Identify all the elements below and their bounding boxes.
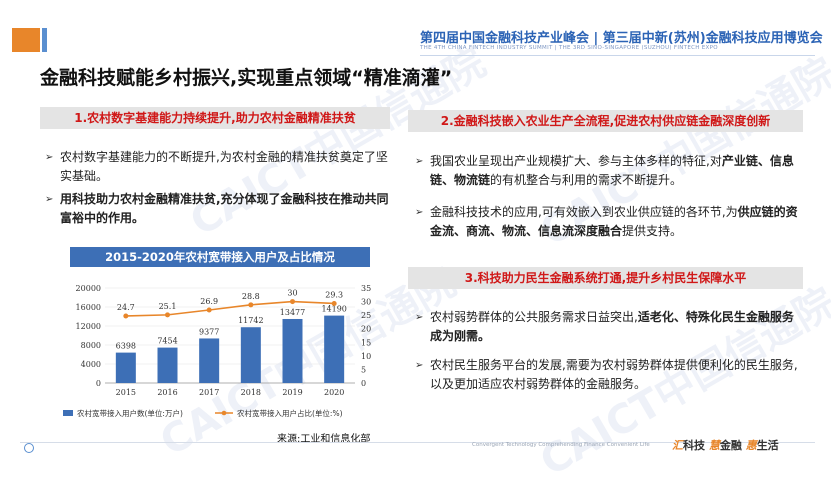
bar-value-label: 14190 — [321, 305, 346, 314]
section3-bullet1: ➢ 农村弱势群体的公共服务需求日益突出,适老化、特殊化民生金融服务成为刚需。 — [415, 308, 805, 346]
bullet-arrow-icon: ➢ — [415, 360, 424, 371]
y-right-tick-label: 25 — [361, 311, 371, 320]
text-segment: 金融科技技术的应用,可有效嵌入到农业供应链的各环节,为 — [430, 205, 738, 219]
section1-bullet2-text: 用科技助力农村金融精准扶贫,充分体现了金融科技在推动共同富裕中的作用。 — [60, 192, 389, 225]
line-value-label: 28.8 — [242, 292, 260, 301]
y-right-tick-label: 0 — [361, 379, 366, 388]
footer-divider — [20, 442, 815, 443]
broadband-chart: 0 4000 8000 12000 16000 20000 0 5 10 15 20 25 30 35 63… — [63, 284, 371, 418]
section1-bullet1-text: 农村数字基建能力的不断提升,为农村金融的精准扶贫奠定了坚实基础。 — [60, 150, 388, 183]
text-emphasis: 适老化、特殊化民生金融服务成为刚需。 — [430, 310, 794, 343]
slogan-mark: 惠 — [745, 439, 757, 452]
y-right-tick-label: 15 — [361, 338, 371, 347]
x-tick-label: 2018 — [241, 388, 261, 397]
text-segment: 农村弱势群体的公共服务需求日益突出, — [430, 310, 638, 324]
footer-tagline: Convergent Technology Comprehending Fina… — [472, 442, 650, 448]
section2-bullet1-text: 我国农业呈现出产业规模扩大、参与主体多样的特征,对产业链、信息链、物流链的有机整… — [415, 152, 805, 190]
legend-bar-label: 农村宽带接入用户数(单位:万户) — [77, 408, 183, 418]
bar-value-label: 13477 — [280, 308, 305, 317]
legend-line-marker — [221, 410, 227, 416]
line-value-label: 30 — [287, 289, 297, 298]
page-indicator-icon — [24, 443, 34, 453]
y-left-tick-label: 12000 — [76, 322, 101, 331]
bar — [240, 327, 261, 383]
bar-value-label: 9377 — [199, 327, 219, 336]
bar-value-label: 11742 — [238, 316, 263, 325]
y-right-tick-label: 35 — [361, 284, 371, 293]
slogan-word: 科技 — [683, 439, 705, 452]
section2-heading: 2.金融科技嵌入农业生产全流程,促进农村供应链金融深度创新 — [408, 110, 803, 132]
x-tick-label: 2019 — [282, 388, 302, 397]
y-left-tick-label: 20000 — [76, 284, 101, 293]
header-divider — [420, 55, 815, 56]
bullet-arrow-icon: ➢ — [415, 207, 424, 218]
section3-bullet2-text: 农村民生服务平台的发展,需要为农村弱势群体提供便利化的民生服务,以及更加适应农村… — [430, 358, 798, 391]
slogan-word: 金融 — [719, 439, 742, 452]
text-emphasis: 产业链、信息链、物流链 — [430, 154, 794, 187]
x-tick-label: 2015 — [116, 388, 136, 397]
line-point — [206, 307, 212, 313]
logo-block — [12, 28, 40, 52]
line-point — [165, 312, 170, 318]
bar — [115, 352, 136, 383]
summit-title: 第四届中国金融科技产业峰会 | 第三届中新(苏州)金融科技应用博览会 — [420, 31, 823, 46]
bar — [324, 315, 345, 383]
text-segment: 的有机整合与利用的需求不断提升。 — [490, 173, 683, 187]
bullet-arrow-icon: ➢ — [415, 156, 424, 167]
section3-heading: 3.科技助力民生金融系统打通,提升乡村民生保障水平 — [408, 267, 803, 289]
y-right-tick-label: 10 — [361, 352, 371, 361]
bar — [199, 338, 220, 383]
section1-bullet1: ➢ 农村数字基建能力的不断提升,为农村金融的精准扶贫奠定了坚实基础。 — [45, 148, 395, 186]
footer-slogan: 汇科技 慧金融 惠生活 — [672, 437, 779, 453]
x-tick-label: 2016 — [157, 388, 177, 397]
y-left-tick-label: 16000 — [76, 303, 101, 312]
y-right-tick-label: 5 — [361, 365, 366, 374]
bar — [157, 347, 178, 383]
text-segment: 提供支持。 — [622, 224, 683, 238]
line-point — [331, 300, 337, 306]
section2-bullet2-text: 金融科技技术的应用,可有效嵌入到农业供应链的各环节,为供应链的资金流、商流、物流… — [415, 203, 805, 241]
summit-subtitle: THE 4TH CHINA FINTECH INDUSTRY SUMMIT | … — [420, 45, 718, 51]
line-point — [290, 299, 295, 305]
legend-bar-swatch — [63, 410, 73, 416]
line-value-label: 29.3 — [325, 290, 343, 299]
slogan-mark: 慧 — [708, 439, 720, 452]
bar-value-label: 6398 — [116, 342, 136, 351]
line-value-label: 26.9 — [200, 297, 218, 306]
bar — [282, 318, 303, 383]
section1-heading: 1.农村数字基建能力持续提升,助力农村金融精准扶贫 — [40, 107, 390, 129]
section1-bullet2: ➢ 用科技助力农村金融精准扶贫,充分体现了金融科技在推动共同富裕中的作用。 — [45, 190, 395, 228]
line-value-label: 25.1 — [159, 302, 177, 311]
text-emphasis: 供应链的资金流、商流、物流、信息流深度融合 — [430, 205, 798, 238]
logo-accent — [42, 28, 47, 52]
y-left-tick-label: 8000 — [81, 341, 101, 350]
bullet-arrow-icon: ➢ — [45, 152, 54, 163]
bullet-arrow-icon: ➢ — [45, 194, 54, 205]
line-point — [123, 313, 129, 319]
text-segment: 我国农业呈现出产业规模扩大、参与主体多样的特征,对 — [430, 154, 722, 168]
x-tick-label: 2017 — [199, 388, 219, 397]
slogan-word: 生活 — [756, 439, 779, 452]
y-left-tick-label: 4000 — [81, 360, 101, 369]
series-line — [125, 300, 335, 317]
bar-value-label: 7454 — [157, 337, 177, 346]
legend-line-label: 农村宽带接入用户占比(单位:%) — [237, 408, 343, 418]
section2-bullet1: ➢ 我国农业呈现出产业规模扩大、参与主体多样的特征,对产业链、信息链、物流链的有… — [415, 152, 805, 190]
slogan-mark: 汇 — [672, 439, 683, 452]
y-right-tick-label: 20 — [361, 325, 371, 334]
line-value-label: 24.7 — [117, 303, 135, 312]
section3-bullet1-text: 农村弱势群体的公共服务需求日益突出,适老化、特殊化民生金融服务成为刚需。 — [415, 308, 805, 346]
section3-bullet2: ➢ 农村民生服务平台的发展,需要为农村弱势群体提供便利化的民生服务,以及更加适应… — [415, 356, 805, 394]
x-tick-label: 2020 — [324, 388, 344, 397]
bullet-arrow-icon: ➢ — [415, 312, 424, 323]
source-note: 来源:工业和信息化部 — [277, 434, 371, 445]
y-right-tick-label: 30 — [361, 298, 371, 307]
y-left-tick-label: 0 — [96, 379, 101, 388]
chart-title: 2015-2020年农村宽带接入用户及占比情况 — [70, 247, 370, 267]
section2-bullet2: ➢ 金融科技技术的应用,可有效嵌入到农业供应链的各环节,为供应链的资金流、商流、… — [415, 203, 805, 241]
line-point — [248, 302, 254, 308]
page-title: 金融科技赋能乡村振兴,实现重点领域“精准滴灌” — [40, 67, 453, 89]
